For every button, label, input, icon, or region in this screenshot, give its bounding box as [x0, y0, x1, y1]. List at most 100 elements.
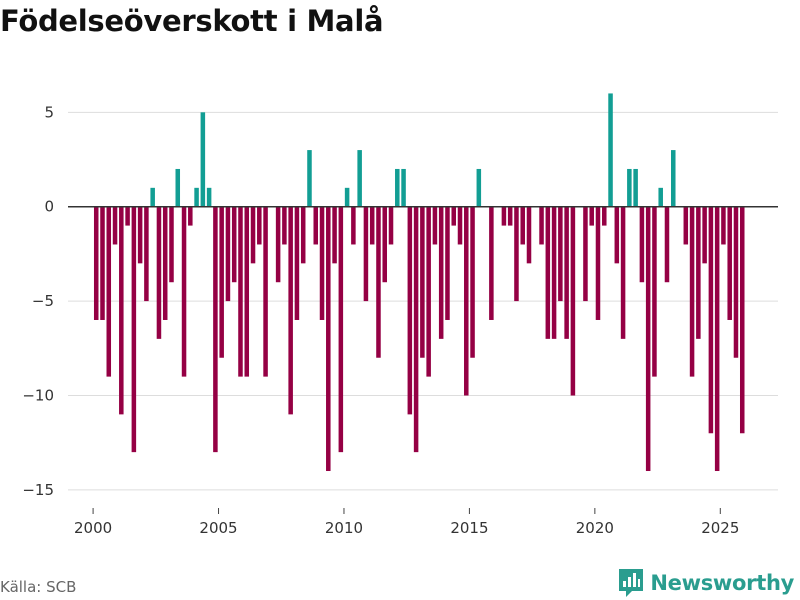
bar[interactable]: [514, 206, 519, 302]
bar[interactable]: [194, 187, 199, 207]
bar[interactable]: [181, 206, 187, 377]
bar[interactable]: [332, 206, 337, 264]
bar[interactable]: [144, 206, 149, 302]
bar[interactable]: [175, 168, 181, 207]
bar[interactable]: [489, 206, 494, 320]
bar[interactable]: [200, 112, 206, 207]
bar[interactable]: [213, 206, 218, 453]
bar[interactable]: [137, 206, 143, 264]
bar[interactable]: [714, 206, 720, 472]
bar[interactable]: [169, 206, 174, 283]
bar[interactable]: [583, 206, 588, 302]
bar[interactable]: [357, 150, 362, 207]
bar[interactable]: [438, 206, 444, 339]
bar[interactable]: [369, 206, 375, 245]
bar[interactable]: [721, 206, 726, 245]
grid-layer: [68, 111, 778, 491]
bar[interactable]: [683, 206, 689, 245]
bar[interactable]: [363, 206, 369, 302]
bar[interactable]: [106, 206, 112, 377]
bar[interactable]: [93, 206, 99, 320]
bar[interactable]: [351, 206, 356, 245]
bar[interactable]: [432, 206, 438, 245]
bar[interactable]: [388, 206, 394, 245]
bar[interactable]: [739, 206, 745, 434]
bar[interactable]: [257, 206, 262, 245]
bar[interactable]: [520, 206, 525, 245]
bar[interactable]: [457, 206, 463, 245]
bar[interactable]: [420, 206, 425, 358]
bar[interactable]: [551, 206, 557, 339]
bar[interactable]: [382, 206, 387, 283]
bar[interactable]: [288, 206, 293, 415]
bar[interactable]: [614, 206, 620, 264]
bar[interactable]: [645, 206, 651, 472]
bar[interactable]: [413, 206, 419, 453]
bar[interactable]: [219, 206, 224, 358]
bar[interactable]: [589, 206, 594, 226]
bar[interactable]: [501, 206, 507, 226]
bar[interactable]: [156, 206, 162, 339]
bar[interactable]: [507, 206, 513, 226]
bar[interactable]: [344, 187, 350, 207]
bar[interactable]: [620, 206, 626, 339]
bar[interactable]: [664, 206, 670, 283]
bar[interactable]: [282, 206, 287, 245]
bar[interactable]: [206, 187, 212, 207]
bar[interactable]: [162, 206, 168, 320]
bar[interactable]: [476, 168, 482, 207]
bar[interactable]: [445, 206, 450, 320]
bar[interactable]: [633, 168, 638, 207]
bar[interactable]: [395, 168, 400, 207]
bar[interactable]: [470, 206, 475, 358]
bar[interactable]: [244, 206, 250, 377]
bar[interactable]: [526, 206, 532, 264]
bar[interactable]: [689, 206, 695, 377]
bar[interactable]: [119, 206, 124, 415]
bar[interactable]: [602, 206, 607, 226]
bar[interactable]: [231, 206, 237, 283]
bar[interactable]: [188, 206, 193, 226]
bar[interactable]: [639, 206, 645, 283]
bar[interactable]: [338, 206, 344, 453]
bar[interactable]: [658, 187, 663, 207]
bar[interactable]: [238, 206, 243, 377]
bar[interactable]: [464, 206, 469, 396]
bar[interactable]: [401, 168, 406, 207]
bar[interactable]: [313, 206, 319, 245]
bar[interactable]: [702, 206, 707, 264]
bar[interactable]: [407, 206, 413, 415]
bar[interactable]: [275, 206, 281, 283]
bar[interactable]: [150, 187, 155, 207]
bar[interactable]: [376, 206, 381, 358]
bar[interactable]: [708, 206, 714, 434]
bar[interactable]: [112, 206, 118, 245]
bar[interactable]: [426, 206, 431, 377]
bar[interactable]: [307, 150, 312, 207]
bar[interactable]: [100, 206, 105, 320]
bar[interactable]: [696, 206, 701, 339]
bar[interactable]: [570, 206, 576, 396]
brand[interactable]: Newsworthy: [618, 568, 794, 598]
bar[interactable]: [294, 206, 300, 320]
bar[interactable]: [263, 206, 268, 377]
bar[interactable]: [319, 206, 325, 320]
bar[interactable]: [131, 206, 137, 453]
bar[interactable]: [125, 206, 130, 226]
bar[interactable]: [545, 206, 551, 339]
bar[interactable]: [539, 206, 544, 245]
bar[interactable]: [727, 206, 732, 320]
bar[interactable]: [671, 150, 676, 207]
bar[interactable]: [652, 206, 657, 377]
bar[interactable]: [608, 93, 613, 207]
bar[interactable]: [250, 206, 256, 264]
bar[interactable]: [225, 206, 231, 302]
bar[interactable]: [326, 206, 331, 472]
bar[interactable]: [733, 206, 739, 358]
bar[interactable]: [300, 206, 306, 264]
bar[interactable]: [451, 206, 456, 226]
bar[interactable]: [627, 168, 632, 207]
bar[interactable]: [595, 206, 601, 320]
bar[interactable]: [558, 206, 563, 302]
bar[interactable]: [564, 206, 569, 339]
